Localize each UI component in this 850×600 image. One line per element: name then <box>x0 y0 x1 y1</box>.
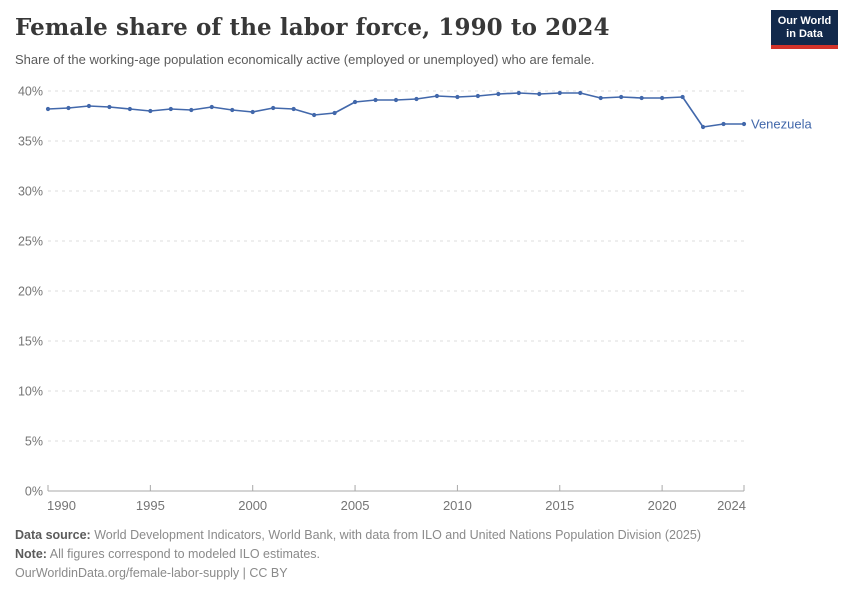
x-axis-label: 2015 <box>545 498 574 513</box>
data-point[interactable] <box>127 106 132 112</box>
data-point[interactable] <box>516 90 521 96</box>
data-point[interactable] <box>475 93 480 99</box>
footer-license: CC BY <box>249 566 288 580</box>
data-point[interactable] <box>721 121 726 127</box>
x-axis-label: 2024 <box>717 498 746 513</box>
y-axis-label: 25% <box>18 235 43 249</box>
data-point[interactable] <box>434 93 440 99</box>
data-point[interactable] <box>230 107 235 113</box>
data-point[interactable] <box>148 108 153 114</box>
data-point[interactable] <box>393 97 399 103</box>
owid-logo-line2: in Data <box>786 28 823 40</box>
y-axis-label: 20% <box>18 285 43 299</box>
footer-datasource: Data source: World Development Indicator… <box>15 528 701 542</box>
data-point[interactable] <box>107 104 112 110</box>
data-point[interactable] <box>66 105 71 111</box>
data-point[interactable] <box>557 90 562 96</box>
data-point[interactable] <box>700 124 706 130</box>
y-axis-label: 10% <box>18 385 43 399</box>
data-point[interactable] <box>414 96 419 102</box>
y-gridlines: 0% 5% 10% 15% 20% 25% 30% 35% 40% <box>18 85 744 499</box>
data-point[interactable] <box>189 107 194 113</box>
x-axis-label: 2010 <box>443 498 472 513</box>
y-axis-label: 40% <box>18 85 43 99</box>
data-point[interactable] <box>598 95 603 101</box>
data-point[interactable] <box>373 97 378 103</box>
data-point[interactable] <box>250 109 255 115</box>
owid-logo-line1: Our World <box>777 15 832 27</box>
y-axis-label: 30% <box>18 185 43 199</box>
page-title: Female share of the labor force, 1990 to… <box>15 14 610 41</box>
page-subtitle: Share of the working-age population econ… <box>15 52 595 67</box>
x-axis: 1990 1995 2000 2005 2010 2015 2020 2024 <box>47 485 746 513</box>
data-point[interactable] <box>578 90 583 96</box>
series-venezuela[interactable]: Venezuela <box>45 90 813 132</box>
data-point[interactable] <box>680 94 685 100</box>
data-point[interactable] <box>209 104 214 110</box>
y-axis-label: 35% <box>18 135 43 149</box>
data-point[interactable] <box>496 91 501 97</box>
data-point[interactable] <box>455 94 460 100</box>
footer-url[interactable]: OurWorldinData.org/female-labor-supply <box>15 566 240 580</box>
owid-logo[interactable]: Our World in Data <box>771 10 838 49</box>
x-axis-label: 1990 <box>47 498 76 513</box>
data-point[interactable] <box>352 99 358 105</box>
data-point[interactable] <box>537 91 542 97</box>
footer-note: Note: All figures correspond to modeled … <box>15 547 321 561</box>
data-point[interactable] <box>168 106 173 112</box>
data-point[interactable] <box>45 106 51 112</box>
x-axis-label: 2020 <box>648 498 677 513</box>
data-point[interactable] <box>86 103 92 109</box>
data-point[interactable] <box>660 95 665 101</box>
chart-footer: Data source: World Development Indicator… <box>15 526 701 583</box>
y-axis-label: 5% <box>25 435 43 449</box>
data-point[interactable] <box>619 94 624 100</box>
data-point[interactable] <box>291 106 296 112</box>
x-axis-label: 2005 <box>341 498 370 513</box>
y-axis-label: 0% <box>25 485 43 499</box>
data-point[interactable] <box>639 95 644 101</box>
footer-citation: OurWorldinData.org/female-labor-supply |… <box>15 566 288 580</box>
data-point[interactable] <box>271 105 276 111</box>
data-point[interactable] <box>741 121 747 127</box>
y-axis-label: 15% <box>18 335 43 349</box>
x-axis-label: 2000 <box>238 498 267 513</box>
data-point[interactable] <box>312 112 317 118</box>
data-point[interactable] <box>332 110 337 116</box>
x-axis-label: 1995 <box>136 498 165 513</box>
series-label[interactable]: Venezuela <box>751 117 812 132</box>
